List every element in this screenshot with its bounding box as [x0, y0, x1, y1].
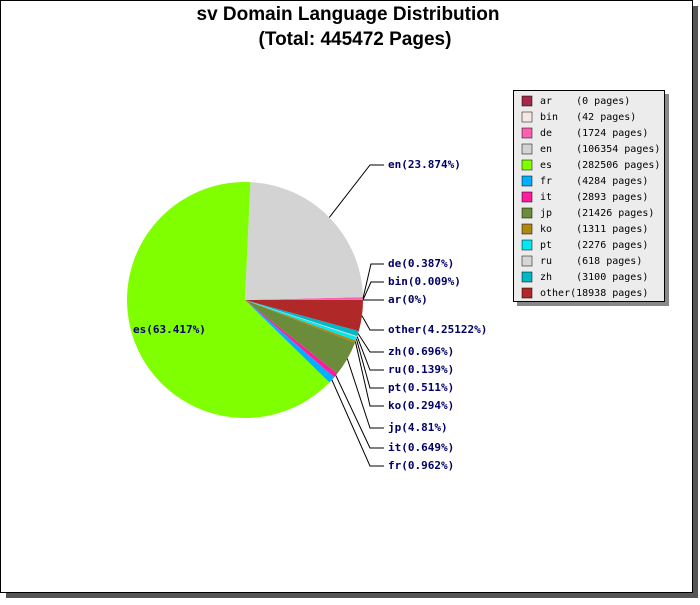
legend-label: jp (21426 pages) [540, 208, 654, 219]
slice-label: ko(0.294%) [388, 399, 454, 412]
slice-label: fr(0.962%) [388, 459, 454, 472]
legend-swatch [522, 272, 532, 282]
legend-label: other(18938 pages) [540, 288, 648, 299]
legend-swatch [522, 288, 532, 298]
legend-swatch [522, 208, 532, 218]
slice-label: de(0.387%) [388, 257, 454, 270]
legend-swatch [522, 256, 532, 266]
legend-label: en (106354 pages) [540, 144, 660, 155]
slice-label: other(4.25122%) [388, 323, 487, 336]
slice-label: jp(4.81%) [388, 421, 448, 434]
legend-swatch [522, 128, 532, 138]
legend-label: ko (1311 pages) [540, 224, 648, 235]
legend-swatch [522, 112, 532, 122]
legend-label: ru (618 pages) [540, 256, 642, 267]
legend-label: ar (0 pages) [540, 96, 630, 107]
legend-swatch [522, 96, 532, 106]
slice-label: zh(0.696%) [388, 345, 454, 358]
legend-label: es (282506 pages) [540, 160, 660, 171]
slice-label: bin(0.009%) [388, 275, 461, 288]
legend-label: zh (3100 pages) [540, 272, 648, 283]
slice-label: ar(0%) [388, 293, 428, 306]
legend-label: de (1724 pages) [540, 128, 648, 139]
slice-label: es(63.417%) [133, 323, 206, 336]
slice-label: pt(0.511%) [388, 381, 454, 394]
legend-swatch [522, 240, 532, 250]
legend-label: bin (42 pages) [540, 112, 636, 123]
legend-swatch [522, 160, 532, 170]
legend-swatch [522, 144, 532, 154]
legend-swatch [522, 176, 532, 186]
legend-swatch [522, 192, 532, 202]
legend-label: pt (2276 pages) [540, 240, 648, 251]
slice-label: ru(0.139%) [388, 363, 454, 376]
slice-label: it(0.649%) [388, 441, 454, 454]
chart-title: sv Domain Language Distribution [197, 4, 500, 25]
slice-label: en(23.874%) [388, 158, 461, 171]
chart-subtitle: (Total: 445472 Pages) [259, 29, 452, 50]
legend-label: fr (4284 pages) [540, 176, 648, 187]
legend-swatch [522, 224, 532, 234]
legend-label: it (2893 pages) [540, 192, 648, 203]
